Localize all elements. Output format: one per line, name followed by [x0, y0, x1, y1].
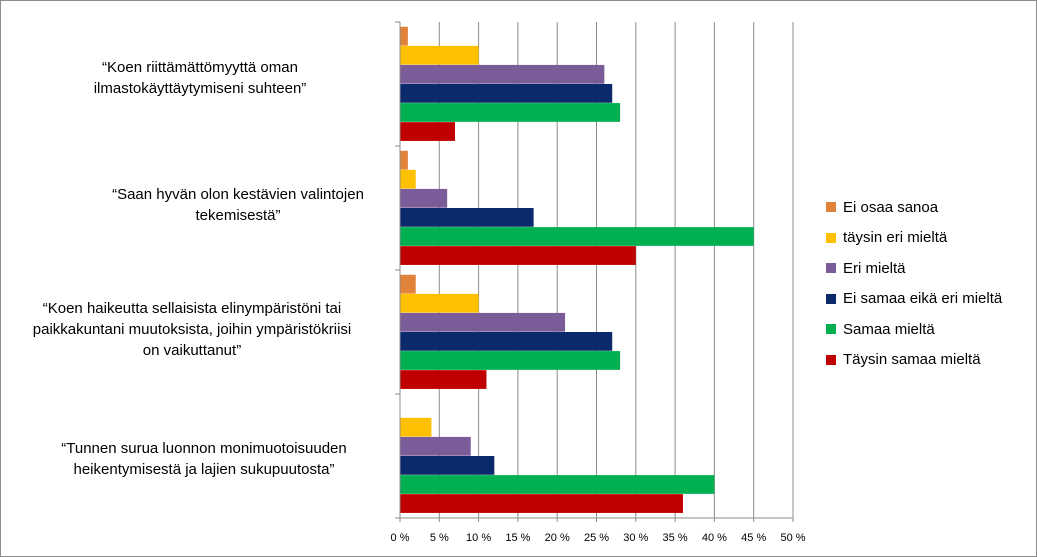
- bar: [400, 370, 487, 389]
- bar: [400, 188, 448, 208]
- bar: [400, 351, 621, 370]
- bar: [400, 456, 495, 475]
- x-tick-label: 35 %: [663, 532, 688, 544]
- x-tick-label: 40 %: [702, 532, 727, 544]
- x-tick-label: 45 %: [741, 532, 766, 544]
- bar: [400, 293, 479, 313]
- legend-swatch: [826, 232, 836, 243]
- category-label-4-line-2: heikentymisestä ja lajien sukupuutosta”: [73, 461, 335, 478]
- category-label-2: “Saan hyvän olon kestävien valintojen te…: [48, 184, 428, 226]
- bar: [400, 494, 683, 513]
- category-label-1-line-1: “Koen riittämättömyyttä oman: [102, 59, 298, 76]
- category-label-3: “Koen haikeutta sellaisista elinympärist…: [2, 298, 382, 361]
- legend-label: Samaa mieltä: [843, 320, 935, 338]
- category-label-3-line-1: “Koen haikeutta sellaisista elinympärist…: [42, 300, 342, 317]
- bar: [400, 475, 715, 494]
- category-label-2-line-1: “Saan hyvän olon kestävien valintojen: [112, 186, 364, 203]
- legend-item-taysin-eri-mielta: täysin eri mieltä: [826, 223, 1002, 254]
- bar: [400, 169, 416, 189]
- legend-label: Täysin samaa mieltä: [843, 351, 981, 369]
- bar: [400, 64, 605, 84]
- bar: [400, 312, 566, 332]
- bar: [400, 103, 621, 122]
- category-label-4-line-1: “Tunnen surua luonnon monimuotoisuuden: [61, 440, 347, 457]
- x-tick-label: 30 %: [623, 532, 648, 544]
- legend-label: Ei osaa sanoa: [843, 198, 939, 216]
- category-label-3-line-2: paikkakuntani muutoksista, joihin ympäri…: [32, 321, 352, 338]
- bar: [400, 26, 408, 46]
- x-tick-label: 5 %: [430, 532, 449, 544]
- legend-item-eri-mielta: Eri mieltä: [826, 253, 1002, 284]
- bar: [400, 227, 754, 246]
- legend-item-ei-samaa-eika-eri-mielta: Ei samaa eikä eri mieltä: [826, 284, 1002, 315]
- x-tick-label: 15 %: [505, 532, 530, 544]
- legend-swatch: [826, 202, 836, 213]
- x-tick-label: 25 %: [584, 532, 609, 544]
- bar: [400, 150, 408, 170]
- legend-label: täysin eri mieltä: [843, 229, 948, 247]
- legend-swatch: [826, 354, 836, 365]
- category-label-1-line-2: ilmastokäyttäytymiseni suhteen”: [93, 80, 307, 97]
- legend-swatch: [826, 263, 836, 274]
- bar: [400, 246, 636, 265]
- bar: [400, 332, 613, 351]
- legend-item-ei-osaa-sanoa: Ei osaa sanoa: [826, 192, 1002, 223]
- x-tick-label: 0 %: [391, 532, 410, 544]
- x-tick-label: 20 %: [545, 532, 570, 544]
- legend-item-samaa-mielta: Samaa mieltä: [826, 314, 1002, 345]
- category-label-3-line-3: on vaikuttanut”: [142, 342, 242, 359]
- x-tick-label: 10 %: [466, 532, 491, 544]
- legend-swatch: [826, 293, 836, 304]
- bar: [400, 84, 613, 103]
- category-label-1: “Koen riittämättömyyttä oman ilmastokäyt…: [10, 57, 390, 99]
- category-label-2-line-2: tekemisestä”: [195, 207, 281, 224]
- bar: [400, 45, 479, 65]
- legend: Ei osaa sanoa täysin eri mieltä Eri miel…: [826, 192, 1002, 375]
- bar: [400, 436, 471, 456]
- legend-label: Eri mieltä: [843, 259, 906, 277]
- category-label-4: “Tunnen surua luonnon monimuotoisuuden h…: [14, 438, 394, 480]
- bar: [400, 417, 432, 437]
- legend-swatch: [826, 324, 836, 335]
- bar: [400, 208, 534, 227]
- bar: [400, 122, 456, 141]
- legend-item-taysin-samaa-mielta: Täysin samaa mieltä: [826, 345, 1002, 376]
- legend-label: Ei samaa eikä eri mieltä: [843, 290, 1003, 308]
- x-tick-label: 50 %: [780, 532, 805, 544]
- bar: [400, 274, 416, 294]
